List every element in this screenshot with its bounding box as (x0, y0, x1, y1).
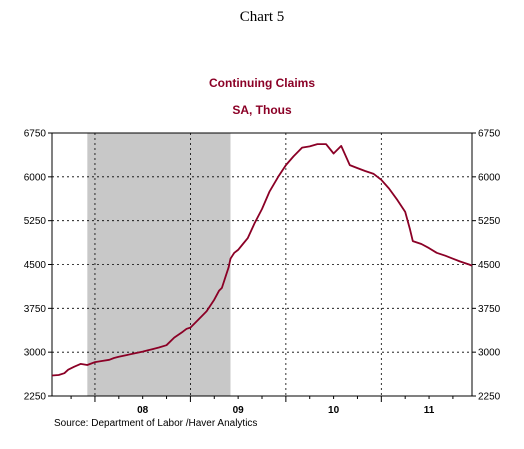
chart-title: Continuing Claims (209, 76, 315, 90)
y-tick-label-left: 6750 (24, 129, 47, 140)
y-tick-label-right: 3750 (478, 304, 501, 315)
y-tick-label-right: 2250 (478, 392, 501, 403)
chart-subtitle: SA, Thous (232, 103, 292, 117)
x-tick-label: 10 (328, 405, 340, 416)
y-tick-label-left: 2250 (24, 392, 47, 403)
x-tick-label: 08 (137, 405, 149, 416)
x-tick-label: 09 (233, 405, 245, 416)
source-note: Source: Department of Labor /Haver Analy… (54, 418, 258, 429)
y-tick-label-left: 3000 (24, 348, 47, 359)
y-tick-label-right: 6000 (478, 172, 501, 183)
y-tick-label-right: 6750 (478, 129, 501, 140)
y-tick-label-left: 4500 (24, 260, 47, 271)
y-tick-label-left: 6000 (24, 172, 47, 183)
chart-number: Chart 5 (239, 9, 285, 25)
series-line-continuing-claims (51, 143, 473, 377)
y-tick-label-right: 4500 (478, 260, 501, 271)
x-tick-label: 11 (424, 405, 435, 416)
y-tick-label-left: 3750 (24, 304, 47, 315)
y-tick-label-left: 5250 (24, 216, 47, 227)
y-tick-label-right: 5250 (478, 216, 501, 227)
y-tick-label-right: 3000 (478, 348, 501, 359)
